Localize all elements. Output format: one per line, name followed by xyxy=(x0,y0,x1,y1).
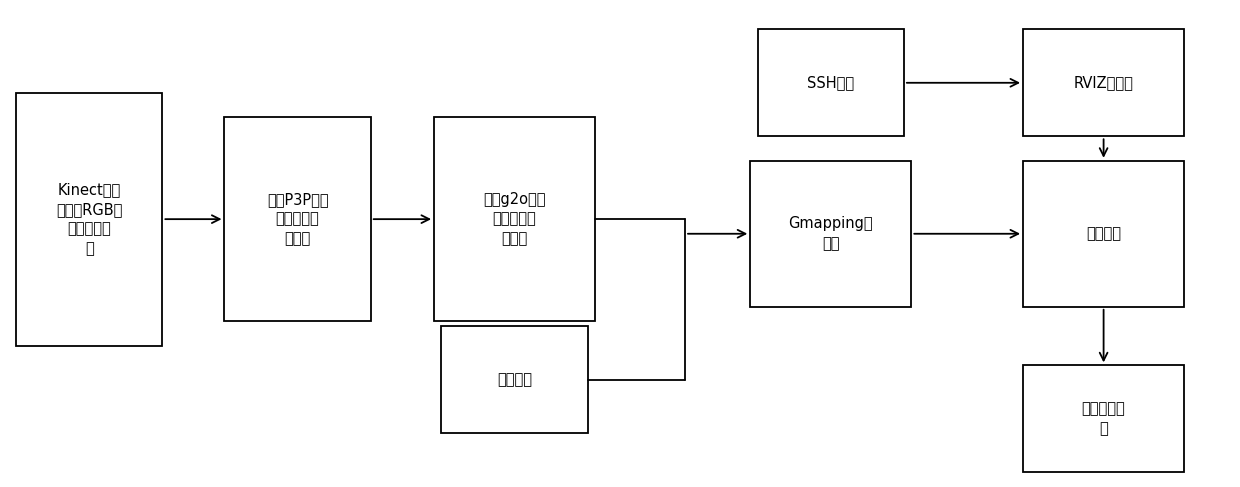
FancyBboxPatch shape xyxy=(16,93,162,346)
Text: 利用g2o框架
精确位姿变
化估计: 利用g2o框架 精确位姿变 化估计 xyxy=(484,192,546,246)
FancyBboxPatch shape xyxy=(434,117,595,321)
Text: SSH联机: SSH联机 xyxy=(807,75,854,90)
FancyBboxPatch shape xyxy=(1023,29,1184,136)
FancyBboxPatch shape xyxy=(224,117,371,321)
Text: 利用P3P方法
进行位姿变
化估计: 利用P3P方法 进行位姿变 化估计 xyxy=(267,192,329,246)
Text: 深度数据: 深度数据 xyxy=(497,373,532,387)
FancyBboxPatch shape xyxy=(750,161,911,307)
FancyBboxPatch shape xyxy=(758,29,904,136)
FancyBboxPatch shape xyxy=(1023,365,1184,472)
Text: RVIZ功能包: RVIZ功能包 xyxy=(1074,75,1133,90)
Text: Kinect摄像
头输入RGB数
据，深度数
据: Kinect摄像 头输入RGB数 据，深度数 据 xyxy=(56,182,123,256)
Text: 机器人自导
航: 机器人自导 航 xyxy=(1081,401,1126,436)
FancyBboxPatch shape xyxy=(441,326,588,433)
Text: 实时地图: 实时地图 xyxy=(1086,226,1121,241)
FancyBboxPatch shape xyxy=(1023,161,1184,307)
Text: Gmapping功
能包: Gmapping功 能包 xyxy=(789,216,873,251)
